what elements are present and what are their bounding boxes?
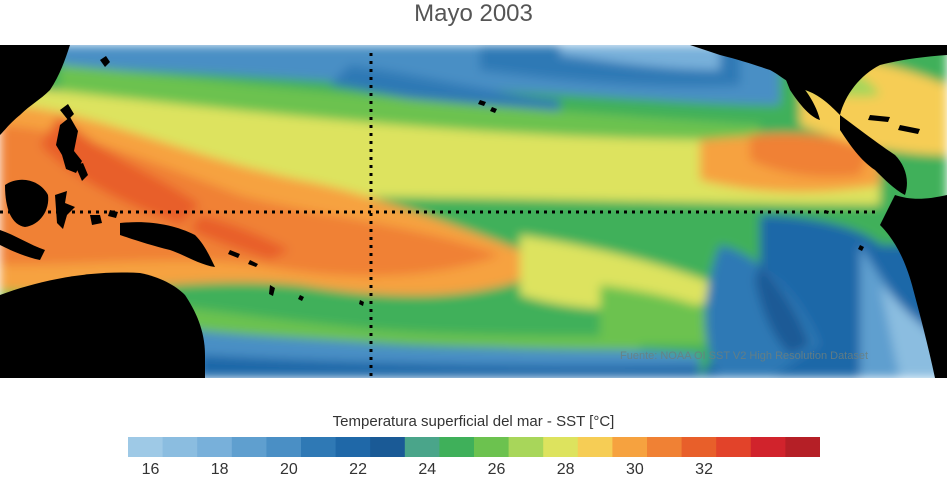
central-america xyxy=(840,115,907,195)
colorbar-swatch xyxy=(474,437,510,457)
colorbar-swatch xyxy=(439,437,475,457)
colorbar-tick-label: 18 xyxy=(210,461,229,478)
map-title: Mayo 2003 xyxy=(414,0,533,27)
colorbar-swatch xyxy=(543,437,579,457)
colorbar-swatch xyxy=(647,437,683,457)
colorbar-label: Temperatura superficial del mar - SST [°… xyxy=(332,413,615,430)
philippines xyxy=(56,117,82,173)
borneo xyxy=(5,179,49,227)
australia xyxy=(0,272,205,378)
colorbar-swatch xyxy=(612,437,648,457)
land-masses xyxy=(0,45,947,378)
colorbar-tick-label: 30 xyxy=(625,461,644,478)
colorbar-swatch xyxy=(577,437,613,457)
colorbar-tick-label: 28 xyxy=(556,461,575,478)
colorbar-swatch xyxy=(266,437,302,457)
colorbar-swatch xyxy=(370,437,406,457)
colorbar-swatch xyxy=(197,437,233,457)
colorbar-swatch xyxy=(750,437,786,457)
colorbar-swatch xyxy=(128,437,164,457)
colorbar-swatch xyxy=(508,437,544,457)
colorbar-tick-label: 26 xyxy=(487,461,506,478)
colorbar-swatch xyxy=(716,437,752,457)
colorbar-tick-label: 24 xyxy=(418,461,437,478)
colorbar-swatch xyxy=(162,437,198,457)
data-source-watermark: Fuente: NOAA OI SST V2 High Resolution D… xyxy=(620,350,869,362)
colorbar-tick-label: 16 xyxy=(141,461,160,478)
colorbar-swatch xyxy=(231,437,267,457)
colorbar-swatch xyxy=(301,437,337,457)
colorbar-swatch xyxy=(785,437,820,457)
reference-lines xyxy=(0,53,880,378)
colorbar xyxy=(128,437,820,457)
colorbar-swatch xyxy=(335,437,371,457)
sst-map xyxy=(0,45,947,378)
colorbar-tick-label: 20 xyxy=(279,461,298,478)
colorbar-swatch xyxy=(404,437,440,457)
colorbar-tick-label: 22 xyxy=(349,461,367,478)
north-america xyxy=(690,45,947,115)
colorbar-swatch xyxy=(681,437,717,457)
new-guinea xyxy=(120,222,215,267)
asia-landmass xyxy=(0,45,70,135)
colorbar-tick-label: 32 xyxy=(695,461,713,478)
south-america xyxy=(880,195,947,378)
